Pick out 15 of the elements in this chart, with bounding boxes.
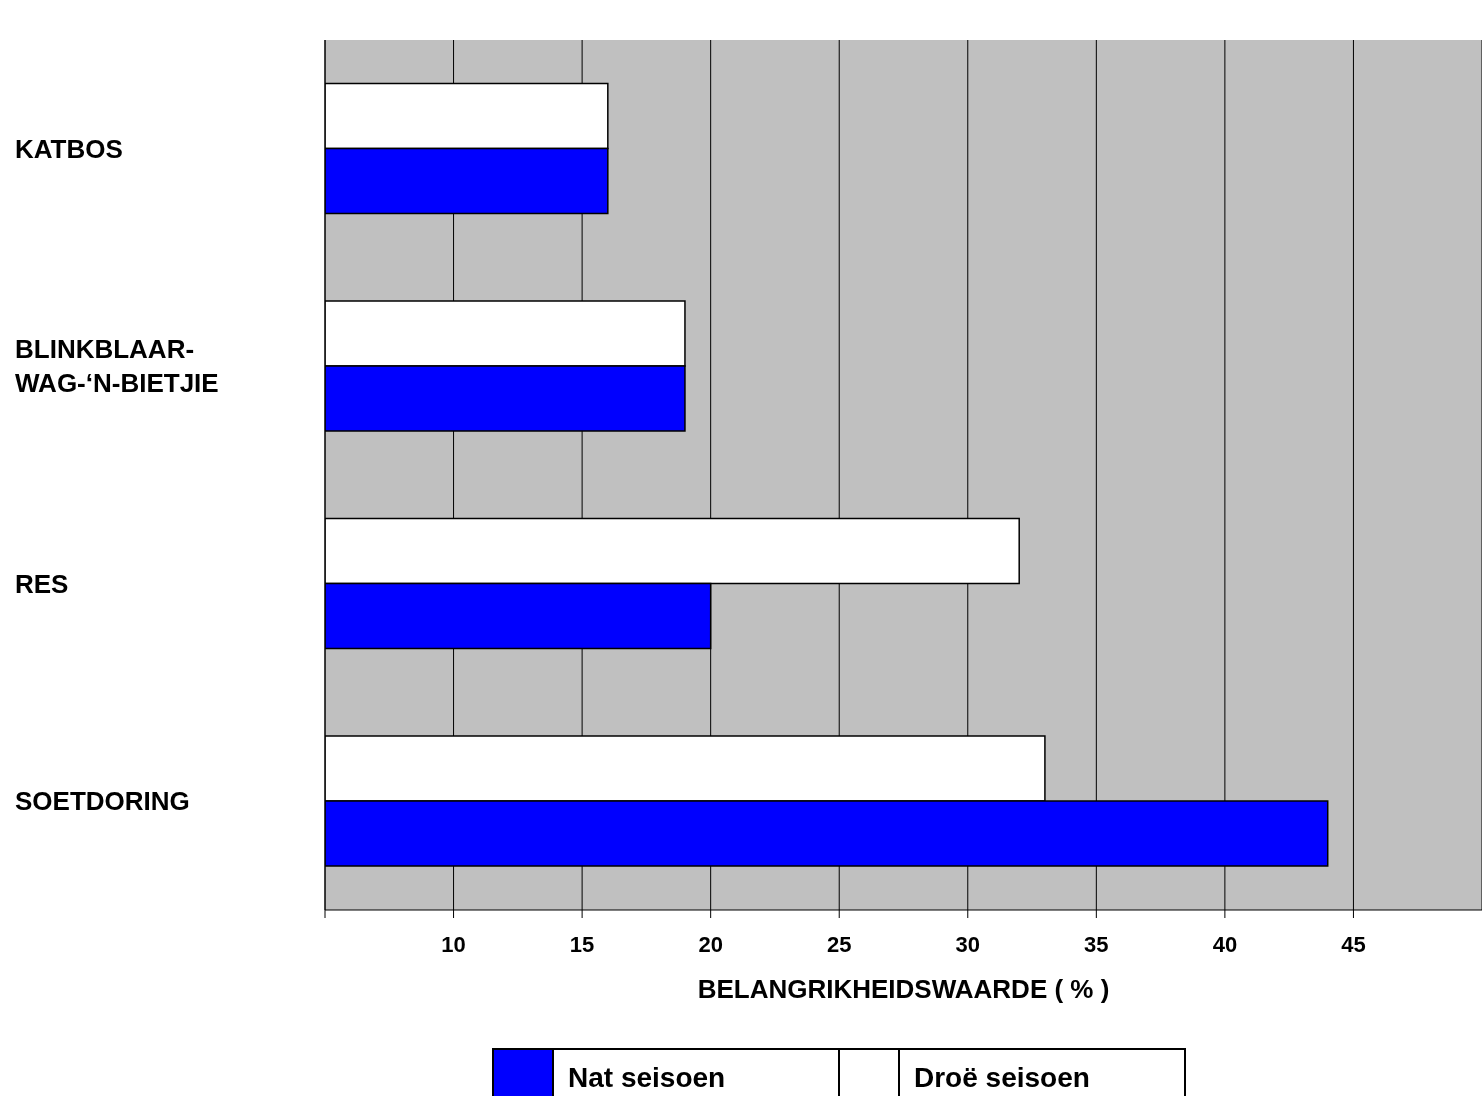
x-tick-label: 15 [569,931,595,957]
legend-label: Nat seisoen [552,1050,838,1096]
x-axis-title: BELANGRIKHEIDSWAARDE ( % ) [697,974,1110,1005]
y-tick-label: RES [15,568,69,599]
x-tick-label: 45 [1341,931,1366,957]
y-tick-label: SOETDORING [15,786,190,817]
y-tick-label: BLINKBLAAR- WAG-‘N-BIETJIE [15,334,219,399]
x-tick-label: 30 [955,931,981,957]
x-tick-label: 20 [698,931,723,957]
y-tick-label: KATBOS [15,133,123,164]
x-tick-label: 35 [1084,931,1109,957]
legend-label: Droë seisoen [898,1050,1184,1096]
x-tick-label: 40 [1212,931,1238,957]
x-tick-label: 25 [826,931,852,957]
x-tick-label: 10 [441,931,466,957]
